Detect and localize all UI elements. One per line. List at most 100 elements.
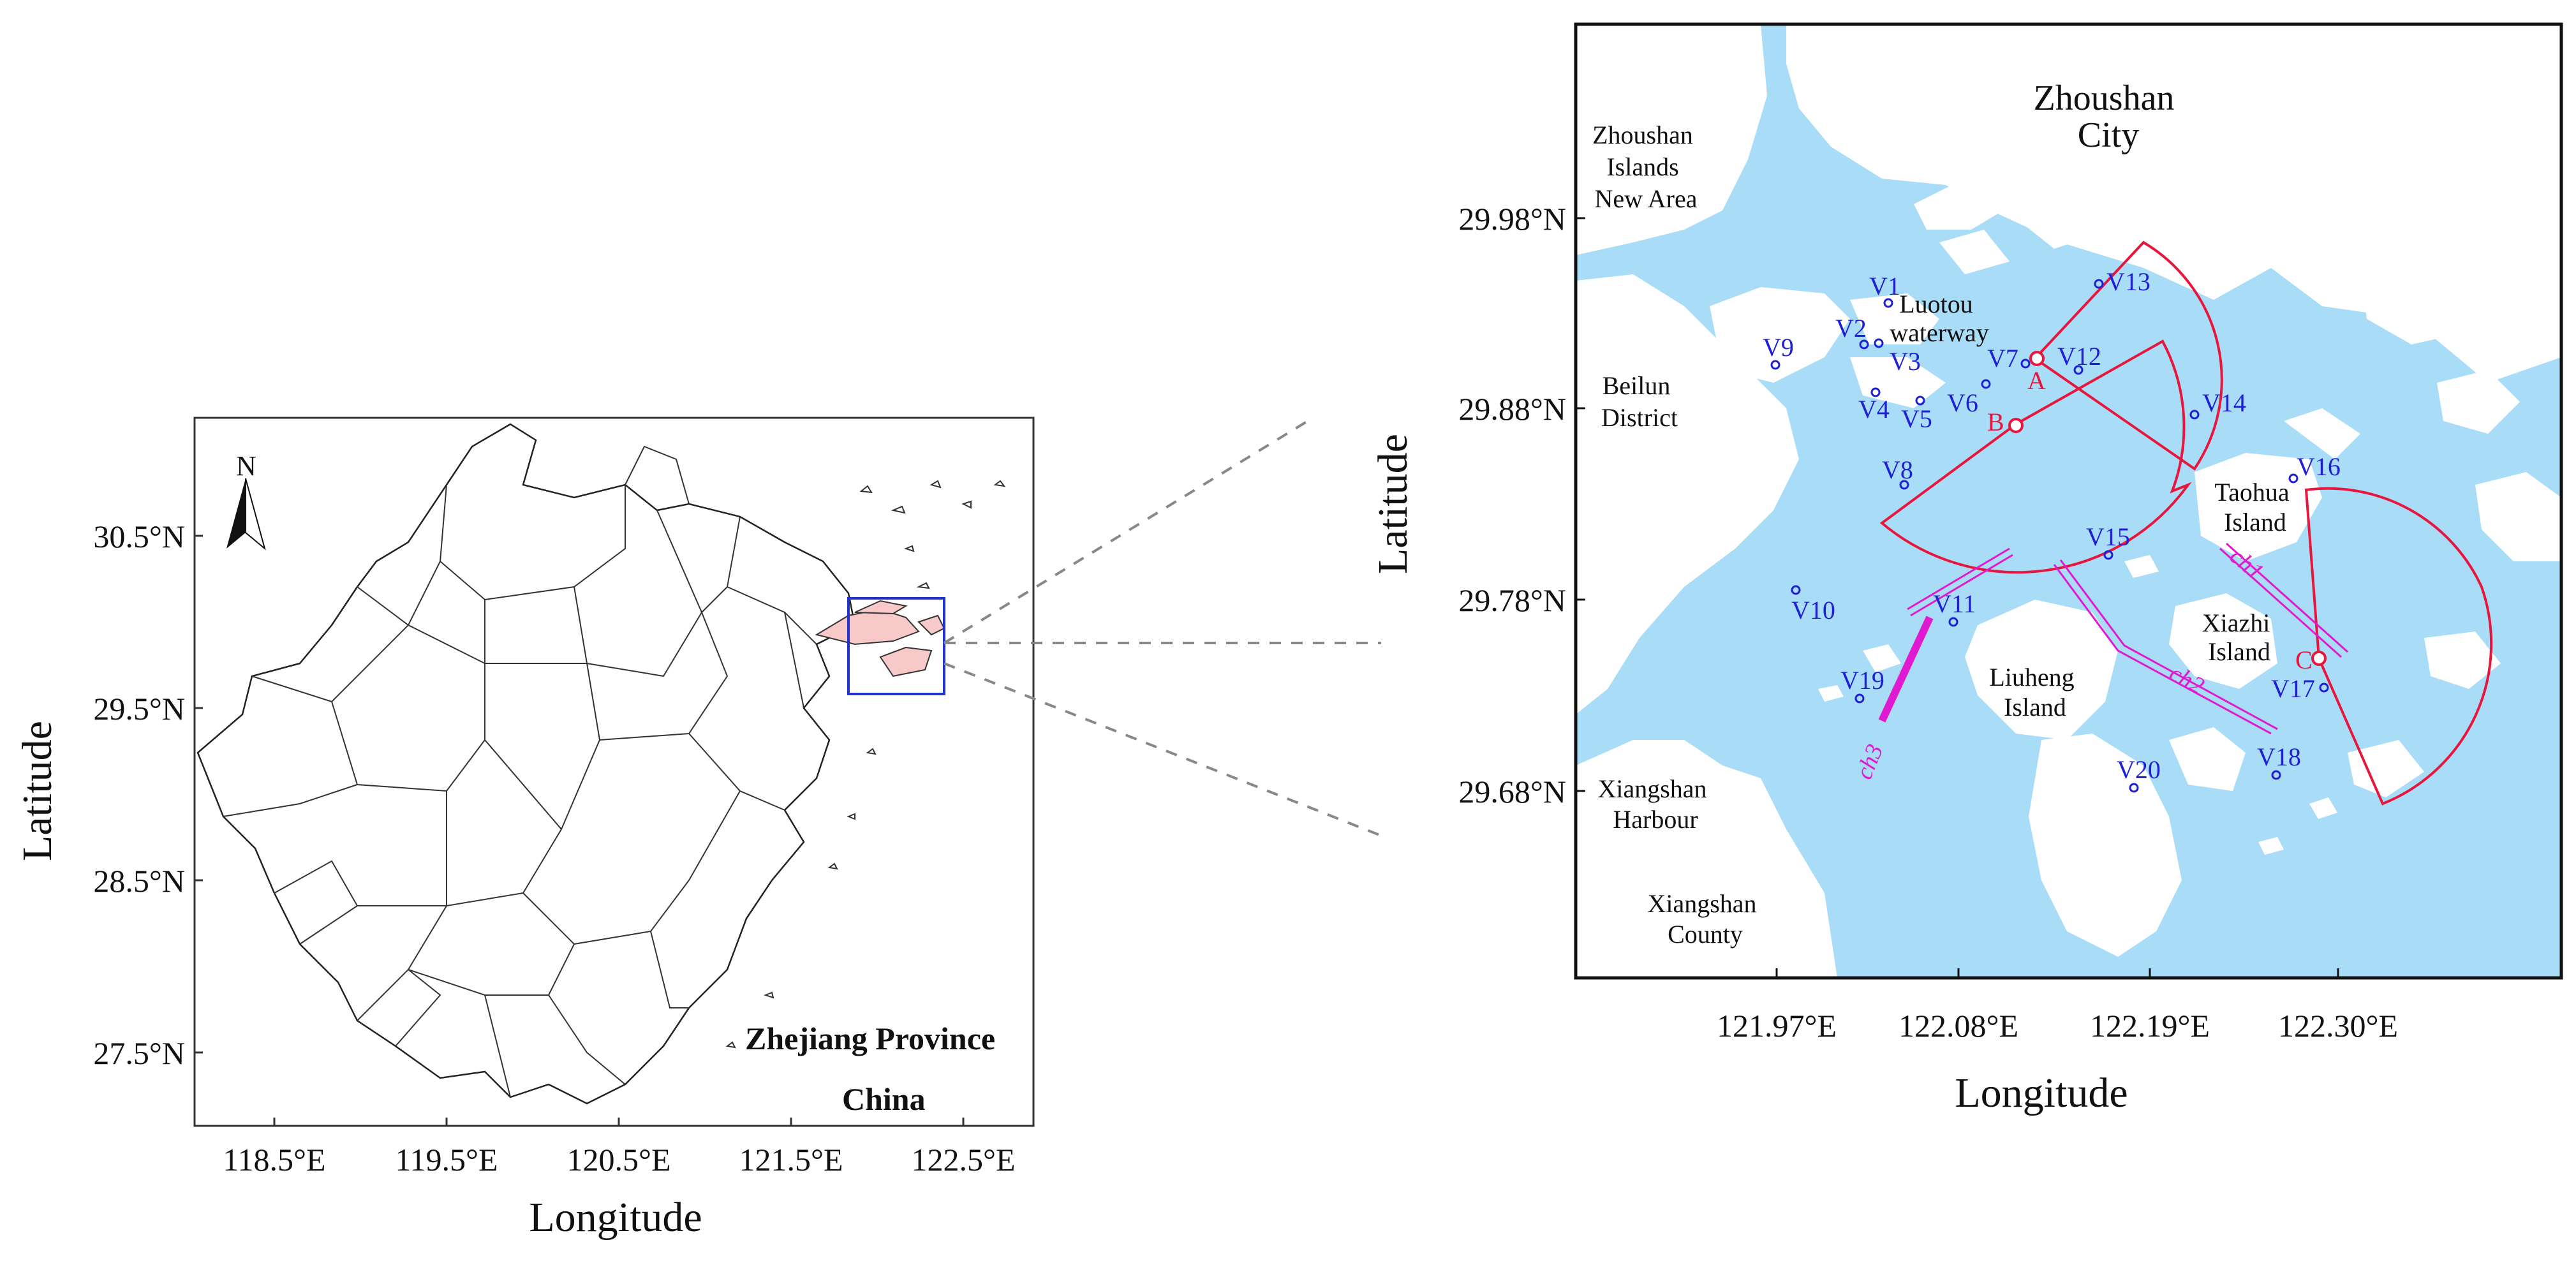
vessel-V12-label: V12 [2057, 342, 2101, 371]
sector-B [1879, 339, 2192, 574]
vessel-V3-label: V3 [1890, 347, 1921, 376]
point-B-label: B [1987, 408, 2004, 436]
vessel-V16-label: V16 [2297, 452, 2341, 481]
right-y-tick: 29.98°N [1458, 201, 1566, 237]
left-y-tick: 27.5°N [93, 1035, 185, 1071]
right-map: A B C ch1 ch2 ch3 [1370, 22, 2563, 1116]
right-y-tick: 29.68°N [1458, 774, 1566, 809]
vessel-V9-label: V9 [1763, 333, 1794, 362]
vessel-V1-marker [1883, 298, 1893, 308]
vessel-V5-label: V5 [1901, 404, 1932, 433]
north-arrow-icon: N [226, 450, 266, 550]
vessel-V13-marker [2094, 279, 2104, 289]
sector-C [2304, 487, 2493, 806]
province-label: Zhejiang Province [745, 1021, 995, 1056]
zhoushan-city-label: Zhoushan City [2034, 78, 2184, 155]
offshore-islands [725, 480, 1006, 1049]
point-C-marker [2311, 651, 2327, 666]
right-y-tick: 29.88°N [1458, 391, 1566, 427]
vessel-V20-marker [2129, 783, 2139, 793]
right-x-tick: 122.30°E [2278, 1008, 2398, 1044]
liuheng-label: Liuheng Island [1989, 663, 2080, 721]
beilun-label: Beilun District [1601, 371, 1678, 432]
left-y-tick: 29.5°N [93, 691, 185, 727]
detection-sectors [1879, 240, 2493, 806]
xiangshan-harbour-label: Xiangshan Harbour [1597, 774, 1713, 834]
vessel-V1-label: V1 [1869, 272, 1900, 300]
right-y-ticks: 29.98°N 29.88°N 29.78°N 29.68°N [1458, 201, 1585, 809]
vessel-V15-label: V15 [2086, 522, 2130, 551]
vessel-V6-marker [1981, 379, 1991, 389]
left-y-axis-label: Latitude [14, 721, 61, 861]
left-x-axis-label: Longitude [529, 1194, 702, 1241]
right-x-tick: 121.97°E [1717, 1008, 1837, 1044]
vessel-V19-marker [1854, 693, 1865, 704]
left-y-tick: 30.5°N [93, 519, 185, 554]
left-map: N Zhejiang Province China 118.5°E 119.5°… [14, 417, 1035, 1241]
point-A-label: A [2027, 366, 2046, 395]
vessel-labels: V1 V2 V3 V4 V5 V6 V7 V8 V9 V10 V11 V12 V… [1763, 267, 2341, 784]
vessel-V7-marker [2020, 358, 2031, 369]
vessel-V6-label: V6 [1947, 388, 1978, 417]
right-y-tick: 29.78°N [1458, 582, 1566, 618]
vessel-V12-marker [2073, 365, 2084, 375]
vessel-V4-marker [1870, 387, 1881, 397]
channel-ch3 [1878, 616, 1934, 723]
sector-A [2032, 240, 2223, 471]
vessel-V11-label: V11 [1933, 589, 1976, 618]
right-x-tick: 122.19°E [2090, 1008, 2210, 1044]
right-x-ticks: 121.97°E 122.08°E 122.19°E 122.30°E [1717, 968, 2398, 1044]
country-label: China [842, 1081, 926, 1117]
vessel-V5-marker [1915, 395, 1925, 406]
north-label: N [236, 450, 256, 482]
right-x-tick: 122.08°E [1899, 1008, 2018, 1044]
xiangshan-county-label: Xiangshan County [1647, 889, 1763, 949]
vessel-V17-label: V17 [2271, 674, 2315, 703]
channels [1878, 542, 2349, 735]
zoom-connectors [943, 420, 1382, 837]
vessel-V8-label: V8 [1882, 455, 1913, 484]
vessel-V3-marker [1874, 338, 1884, 348]
place-labels: Zhoushan City Zhoushan Islands New Area … [1592, 78, 2295, 949]
left-y-ticks: 30.5°N 29.5°N 28.5°N 27.5°N [93, 519, 203, 1071]
channel-ch2 [2053, 564, 2272, 735]
vessel-V14-label: V14 [2202, 388, 2246, 417]
vessel-V19-label: V19 [1840, 666, 1884, 695]
channel-ch1 [2219, 547, 2343, 658]
vessel-markers [1770, 279, 2329, 793]
left-x-tick: 121.5°E [739, 1142, 843, 1178]
zhoushan-highlight [815, 600, 945, 677]
left-y-tick: 28.5°N [93, 863, 185, 899]
vessel-V14-marker [2189, 410, 2200, 420]
left-x-tick: 120.5°E [566, 1142, 670, 1178]
vessel-V10-label: V10 [1791, 596, 1835, 624]
new-area-label: Zhoushan Islands New Area [1592, 121, 1699, 213]
point-B-marker [2008, 418, 2024, 433]
taohua-label: Taohua Island [2214, 478, 2295, 536]
xiazhi-label: Xiazhi Island [2202, 609, 2277, 666]
point-A-marker [2029, 351, 2045, 366]
point-C-label: C [2295, 646, 2313, 674]
vessel-V9-marker [1770, 360, 1780, 370]
right-y-axis-label: Latitude [1370, 434, 1416, 574]
vessel-V18-marker [2271, 770, 2281, 780]
vessel-V16-marker [2288, 473, 2298, 484]
vessel-V13-label: V13 [2106, 267, 2150, 296]
county-boundaries [223, 445, 817, 1098]
left-x-tick: 118.5°E [223, 1142, 325, 1178]
vessel-V2-marker [1859, 339, 1869, 350]
right-x-axis-label: Longitude [1955, 1070, 2128, 1116]
vessel-V10-marker [1791, 585, 1801, 595]
vessel-V11-marker [1948, 617, 1958, 627]
left-x-ticks: 118.5°E 119.5°E 120.5°E 121.5°E 122.5°E [223, 1118, 1016, 1178]
right-map-frame [1574, 22, 2563, 980]
land-masses [1576, 24, 2561, 978]
left-x-tick: 119.5°E [395, 1142, 498, 1178]
vessel-V17-marker [2319, 683, 2329, 693]
study-area-box [847, 597, 945, 695]
reference-points [2008, 351, 2327, 666]
vessel-V18-label: V18 [2257, 742, 2301, 771]
province-outline [196, 423, 856, 1105]
vessel-V15-marker [2103, 550, 2113, 560]
